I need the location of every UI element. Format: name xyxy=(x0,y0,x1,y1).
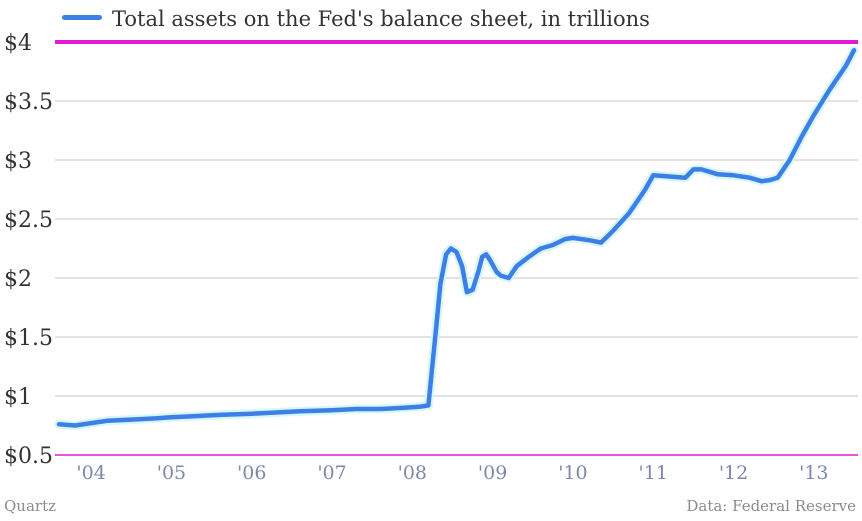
legend: Total assets on the Fed's balance sheet,… xyxy=(62,7,650,31)
y-tick-label: $3.5 xyxy=(4,90,53,115)
y-tick-label: $2 xyxy=(4,267,32,292)
source-left: Quartz xyxy=(4,497,56,515)
gridlines xyxy=(55,100,858,456)
x-tick-label: '10 xyxy=(558,462,587,484)
series-line xyxy=(56,48,857,428)
legend-swatch xyxy=(62,15,102,20)
y-tick-label: $4 xyxy=(4,31,32,56)
series-halo xyxy=(54,45,859,430)
x-tick-label: '04 xyxy=(76,462,105,484)
x-tick-label: '06 xyxy=(237,462,266,484)
x-tick-label: '08 xyxy=(398,462,427,484)
series-layer xyxy=(54,40,859,430)
y-tick-label: $1 xyxy=(4,385,32,410)
x-tick-label: '09 xyxy=(478,462,507,484)
source-right: Data: Federal Reserve xyxy=(686,497,856,515)
x-tick-label: '11 xyxy=(639,462,668,484)
x-tick-label: '05 xyxy=(157,462,186,484)
y-tick-label: $3 xyxy=(4,149,32,174)
x-tick-label: '13 xyxy=(799,462,828,484)
y-tick-label: $0.5 xyxy=(4,444,53,469)
x-axis-ticks: '04 '05 '06 '07 '08 '09 '10 '11 '12 '13 xyxy=(76,462,828,484)
x-tick-label: '12 xyxy=(719,462,748,484)
x-tick-label: '07 xyxy=(317,462,346,484)
y-tick-label: $1.5 xyxy=(4,326,53,351)
y-axis-ticks: $0.5 $1 $1.5 $2 $2.5 $3 $3.5 $4 xyxy=(4,31,53,469)
y-tick-label: $2.5 xyxy=(4,208,53,233)
legend-entry: Total assets on the Fed's balance sheet,… xyxy=(112,7,650,31)
